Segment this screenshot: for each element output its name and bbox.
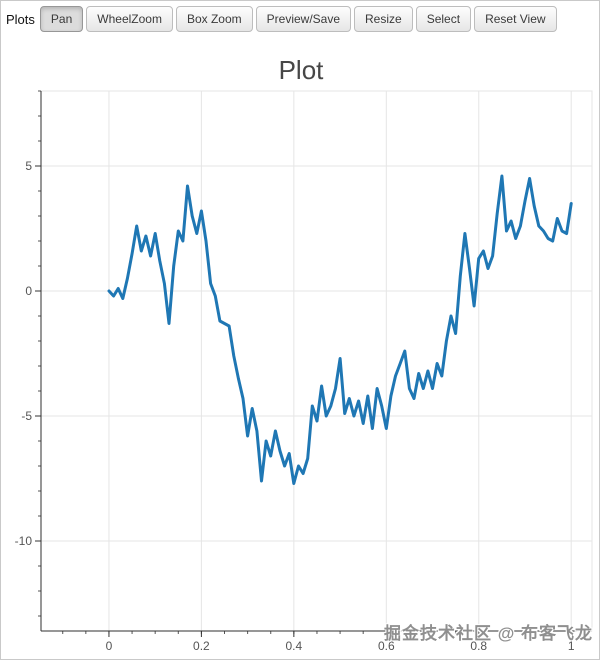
svg-text:0: 0: [25, 284, 32, 298]
tool-resize-button[interactable]: Resize: [354, 6, 413, 32]
tool-preview-save-button[interactable]: Preview/Save: [255, 6, 352, 32]
svg-text:5: 5: [25, 159, 32, 173]
svg-text:0.6: 0.6: [378, 639, 395, 653]
tool-wheelzoom-button[interactable]: WheelZoom: [86, 6, 173, 32]
tool-reset-view-button[interactable]: Reset View: [474, 6, 557, 32]
tool-pan-button[interactable]: Pan: [39, 6, 84, 32]
line-chart-canvas[interactable]: 0 0.2 0.4 0.6 0.8 1 5 0 -5 -10: [1, 37, 600, 660]
tool-select-button[interactable]: Select: [415, 6, 472, 32]
plot-area: 0 0.2 0.4 0.6 0.8 1 5 0 -5 -10 Plot 掘金技术社区 @ 布客飞龙: [1, 37, 600, 660]
svg-text:0: 0: [106, 639, 113, 653]
svg-text:0.8: 0.8: [470, 639, 487, 653]
svg-text:-5: -5: [21, 409, 32, 423]
plot-toolbar: Plots Pan WheelZoom Box Zoom Preview/Sav…: [1, 1, 599, 37]
svg-text:0.4: 0.4: [286, 639, 303, 653]
toolbar-label: Plots: [6, 11, 35, 27]
svg-text:1: 1: [568, 639, 575, 653]
svg-text:-10: -10: [15, 534, 33, 548]
svg-text:0.2: 0.2: [193, 639, 210, 653]
tool-boxzoom-button[interactable]: Box Zoom: [175, 6, 253, 32]
